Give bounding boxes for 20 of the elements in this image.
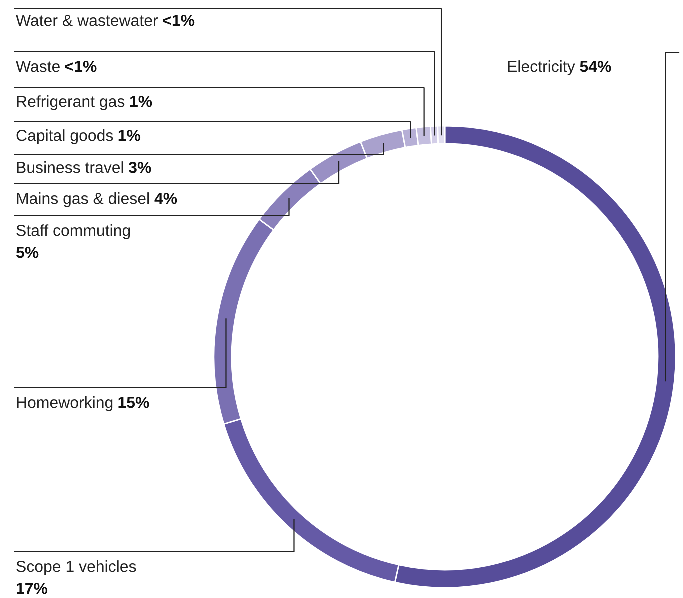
data-label: 3% (128, 162, 152, 174)
data-label: 54% (580, 61, 612, 72)
data-label: 5% (16, 247, 39, 258)
data-label: 17% (17, 583, 48, 594)
slice-label: Capital goods (16, 130, 114, 144)
slice-label: Water & wastewater (16, 15, 158, 26)
slice-label: Electricity (508, 60, 576, 76)
data-label: <1% (163, 15, 195, 26)
slice-label: Homeworking (17, 396, 113, 412)
slice-label: Business travel (17, 162, 124, 174)
data-label: 1% (130, 96, 152, 108)
slice-label: Staff commuting (16, 224, 130, 240)
data-label: <1% (65, 61, 97, 72)
slice-label: Mains gas & diesel (17, 192, 149, 208)
slice-label: Refrigerant gas (17, 96, 125, 110)
data-label: 4% (154, 193, 178, 204)
slice-label: Waste (16, 61, 60, 72)
slice-label: Scope 1 vehicles (16, 560, 136, 576)
data-label: 15% (118, 397, 150, 408)
data-label: 1% (118, 130, 141, 142)
